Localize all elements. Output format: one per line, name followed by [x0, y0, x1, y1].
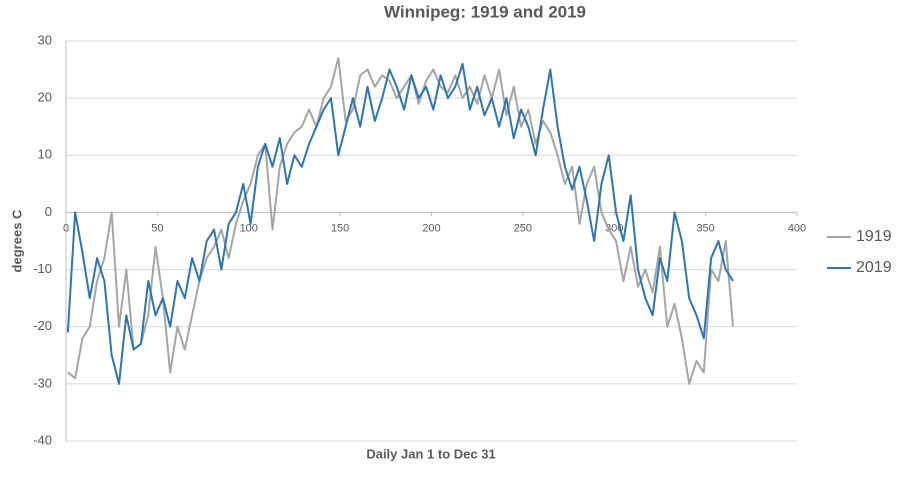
- y-tick-label: -20: [33, 318, 52, 333]
- y-tick-label: -30: [33, 375, 52, 390]
- legend-label: 2019: [856, 259, 892, 276]
- y-tick-label: 0: [45, 204, 52, 219]
- y-tick-label: 30: [38, 32, 52, 47]
- x-axis-label: Daily Jan 1 to Dec 31: [366, 446, 495, 461]
- series-line: [67, 57, 735, 385]
- x-tick-label: 200: [422, 222, 440, 234]
- y-axis-label: degrees C: [9, 209, 24, 272]
- y-tick-label: -40: [33, 432, 52, 447]
- y-tick-label: 10: [38, 147, 52, 162]
- x-tick-label: 0: [63, 222, 69, 234]
- x-tick-label: 50: [151, 222, 163, 234]
- x-tick-label: 150: [331, 222, 349, 234]
- x-tick-label: 100: [240, 222, 258, 234]
- y-tick-label: -10: [33, 261, 52, 276]
- x-tick-label: 250: [514, 222, 532, 234]
- y-tick-label: 20: [38, 90, 52, 105]
- legend-label: 1919: [856, 228, 892, 245]
- chart-title: Winnipeg: 1919 and 2019: [384, 2, 586, 21]
- x-tick-label: 400: [788, 222, 806, 234]
- x-tick-label: 350: [696, 222, 714, 234]
- series-line: [66, 62, 734, 385]
